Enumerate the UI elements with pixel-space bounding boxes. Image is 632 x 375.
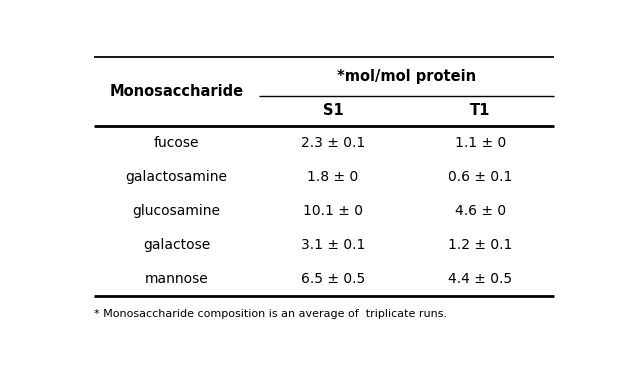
Text: * Monosaccharide composition is an average of  triplicate runs.: * Monosaccharide composition is an avera…: [94, 309, 447, 318]
Text: glucosamine: glucosamine: [133, 204, 221, 218]
Text: galactosamine: galactosamine: [126, 170, 228, 184]
Text: mannose: mannose: [145, 272, 209, 286]
Text: galactose: galactose: [143, 238, 210, 252]
Text: Monosaccharide: Monosaccharide: [109, 84, 243, 99]
Text: 6.5 ± 0.5: 6.5 ± 0.5: [301, 272, 365, 286]
Text: 1.8 ± 0: 1.8 ± 0: [308, 170, 359, 184]
Text: 1.2 ± 0.1: 1.2 ± 0.1: [448, 238, 513, 252]
Text: 2.3 ± 0.1: 2.3 ± 0.1: [301, 136, 365, 150]
Text: 10.1 ± 0: 10.1 ± 0: [303, 204, 363, 218]
Text: 0.6 ± 0.1: 0.6 ± 0.1: [448, 170, 513, 184]
Text: 4.6 ± 0: 4.6 ± 0: [455, 204, 506, 218]
Text: S1: S1: [323, 103, 343, 118]
Text: 4.4 ± 0.5: 4.4 ± 0.5: [448, 272, 513, 286]
Text: fucose: fucose: [154, 136, 199, 150]
Text: *mol/mol protein: *mol/mol protein: [337, 69, 477, 84]
Text: 3.1 ± 0.1: 3.1 ± 0.1: [301, 238, 365, 252]
Text: T1: T1: [470, 103, 490, 118]
Text: 1.1 ± 0: 1.1 ± 0: [455, 136, 506, 150]
